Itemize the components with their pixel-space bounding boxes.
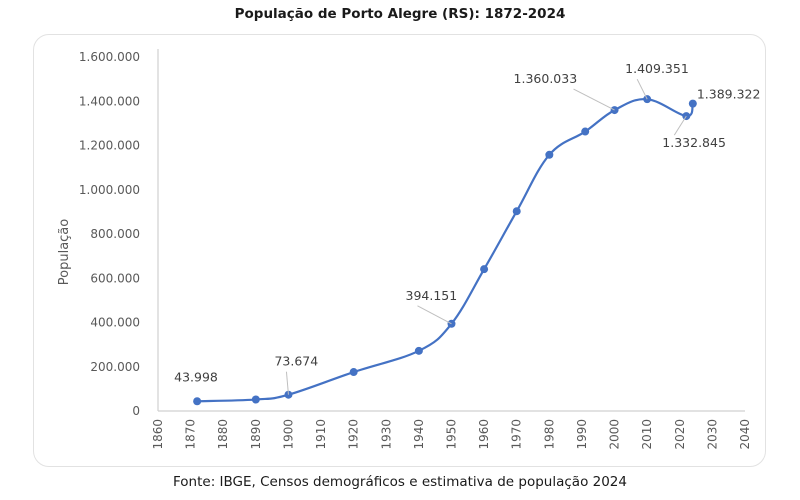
data-label: 394.151	[406, 288, 458, 303]
y-tick-labels: 0 200.000 400.000 600.000 800.000 1.000.000 1.…	[79, 50, 140, 418]
chart-frame	[33, 34, 766, 467]
data-labels: 43.998 73.674 394.151 1.360.033 1.409.351 1.3…	[174, 61, 760, 395]
source-note: Fonte: IBGE, Censos demográficos e estim…	[173, 474, 627, 490]
x-tick-label: 1990	[575, 419, 589, 450]
x-tick-label: 1940	[412, 419, 426, 450]
data-label: 1.332.845	[662, 135, 726, 150]
x-tick-label: 2010	[640, 419, 654, 450]
leader-line	[417, 305, 452, 325]
y-tick-label: 400.000	[90, 316, 140, 330]
data-point	[193, 397, 202, 406]
chart-title: População de Porto Alegre (RS): 1872-202…	[234, 6, 566, 22]
data-point	[512, 207, 521, 216]
x-tick-label: 2020	[673, 419, 687, 450]
leader-line	[285, 371, 289, 395]
data-label: 43.998	[174, 369, 218, 384]
data-point	[545, 150, 554, 159]
y-tick-label: 200.000	[90, 360, 140, 374]
x-tick-label: 1920	[347, 419, 361, 450]
x-tick-label: 1930	[379, 419, 393, 450]
x-tick-label: 2040	[738, 419, 752, 450]
data-label: 1.389.322	[697, 87, 761, 102]
data-label: 1.360.033	[514, 71, 578, 86]
leader-line	[573, 88, 615, 111]
data-point	[414, 346, 423, 355]
y-tick-label: 800.000	[90, 227, 140, 241]
y-tick-label: 0	[132, 404, 140, 418]
x-tick-label: 1900	[281, 419, 295, 450]
y-tick-label: 1.000.000	[79, 183, 140, 197]
data-point	[251, 395, 260, 404]
y-tick-label: 1.600.000	[79, 50, 140, 64]
series	[193, 95, 697, 406]
x-tick-label: 1880	[216, 419, 230, 450]
x-tick-label: 1980	[542, 419, 556, 450]
data-point	[688, 99, 697, 108]
x-tick-label: 1870	[184, 419, 198, 450]
axes	[157, 49, 745, 412]
data-point	[581, 127, 590, 136]
y-tick-label: 1.400.000	[79, 94, 140, 108]
series-line	[197, 98, 694, 403]
leader-line	[636, 78, 648, 100]
x-tick-label: 1910	[314, 419, 328, 450]
x-tick-label: 1890	[249, 419, 263, 450]
x-tick-label: 1860	[151, 419, 165, 450]
y-axis-label: População	[57, 219, 72, 286]
data-point	[480, 265, 489, 274]
x-tick-label: 1970	[510, 419, 524, 450]
data-label: 1.409.351	[625, 61, 689, 76]
x-tick-label: 1950	[445, 419, 459, 450]
x-tick-label: 2030	[705, 419, 719, 450]
y-tick-label: 600.000	[90, 271, 140, 285]
x-tick-labels: 1860 1870 1880 1890 1900 1910 1920 1930 1940 1950…	[151, 419, 752, 450]
data-label: 73.674	[274, 354, 318, 369]
x-tick-label: 1960	[477, 419, 491, 450]
data-point	[349, 368, 358, 377]
leader-line	[673, 115, 687, 136]
y-tick-label: 1.200.000	[79, 139, 140, 153]
x-tick-label: 2000	[608, 419, 622, 450]
